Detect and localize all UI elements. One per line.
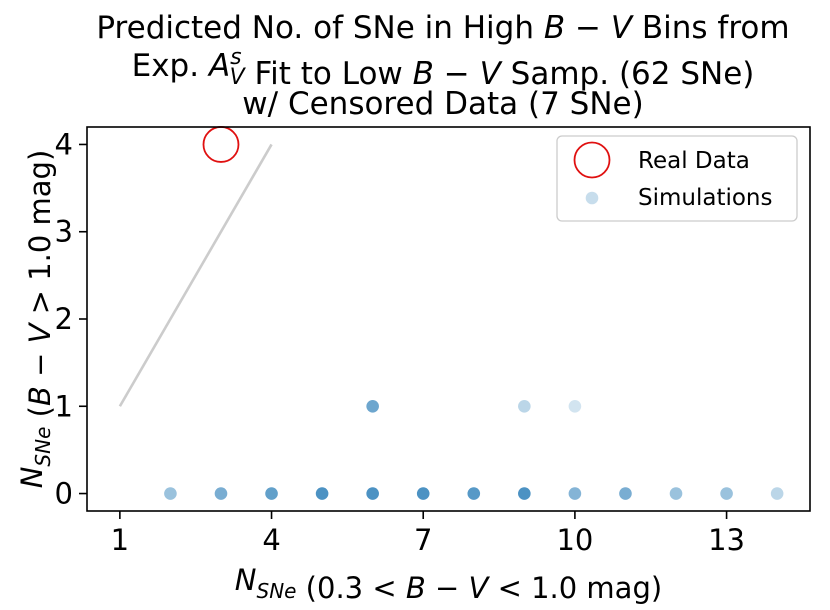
simulation-point <box>164 487 177 500</box>
plot-area <box>118 126 784 500</box>
simulation-point <box>265 487 278 500</box>
x-tick-label: 4 <box>262 523 280 557</box>
y-tick-label: 1 <box>55 389 73 423</box>
simulation-point <box>770 487 784 500</box>
legend: Real Data Simulations <box>556 135 798 222</box>
axis-ticks: 1 4 7 10 13 0 1 2 3 4 <box>55 127 745 557</box>
real-data-marker <box>202 126 240 163</box>
legend-real-data-marker <box>573 141 611 179</box>
x-tick-label: 10 <box>556 523 593 557</box>
simulation-point <box>619 487 632 500</box>
y-axis-label: NSNe (B − V > 1.0 mag) <box>15 150 57 489</box>
chart-title: Predicted No. of SNe in High B − V Bins … <box>96 10 789 122</box>
x-axis-label: NSNe (0.3 < B − V < 1.0 mag) <box>235 563 662 605</box>
simulation-point <box>467 487 481 500</box>
simulation-point <box>214 487 228 500</box>
simulation-point <box>366 487 379 500</box>
title-line-2: Exp. As V Fit to Low B − V Samp. (62 SNe) <box>132 45 755 92</box>
x-tick-label: 1 <box>111 523 129 557</box>
title-line-3: w/ Censored Data (7 SNe) <box>242 86 643 122</box>
x-tick-label: 13 <box>708 523 745 557</box>
simulation-point <box>416 487 430 500</box>
legend-box <box>556 135 798 222</box>
simulation-point <box>720 487 733 500</box>
y-tick-label: 2 <box>55 302 73 336</box>
y-tick-label: 3 <box>55 215 73 249</box>
reference-line <box>118 143 273 407</box>
simulation-point <box>366 399 379 413</box>
legend-simulations-label: Simulations <box>638 185 773 211</box>
legend-simulations-marker <box>585 191 599 205</box>
title-line-1: Predicted No. of SNe in High B − V Bins … <box>96 10 789 46</box>
simulation-point <box>518 399 531 413</box>
simulation-point <box>568 399 582 413</box>
simulation-point <box>669 487 683 500</box>
y-tick-label: 4 <box>55 127 73 161</box>
simulation-point <box>568 487 582 500</box>
simulation-point <box>315 487 329 500</box>
x-tick-label: 7 <box>414 523 432 557</box>
simulation-point <box>518 487 531 500</box>
legend-real-data-label: Real Data <box>638 148 750 174</box>
y-tick-label: 0 <box>55 477 73 511</box>
